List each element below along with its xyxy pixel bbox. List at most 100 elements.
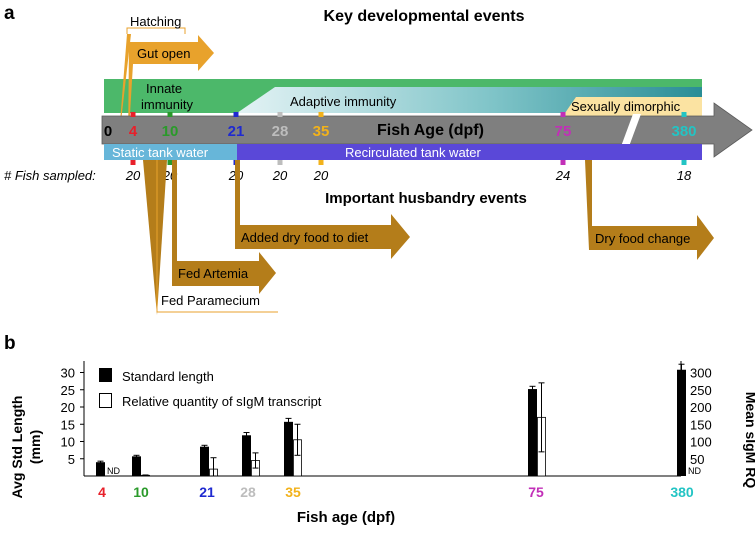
y-axis-left-label-line2: (mm) [27,430,43,464]
dry-food-label: Added dry food to diet [241,230,369,245]
sample-marker [318,160,324,165]
y-tick-label-left: 20 [61,400,75,415]
food-change-label: Dry food change [595,231,690,246]
age-marker-top [560,112,566,117]
age-label: 380 [671,123,696,140]
age-marker-top [167,112,173,117]
y-tick-label-right: 250 [690,383,712,398]
panel-a-label: a [4,3,15,24]
recirculated-water-label: Recirculated tank water [345,145,482,160]
static-water-label: Static tank water [112,145,209,160]
legend-label-length: Standard length [122,369,214,384]
y-axis-right-label: Mean sIgM RQ [743,392,755,489]
dimorphic-label: Sexually dimorphic [571,99,681,114]
bar-standard-length [284,421,293,476]
bar-standard-length [677,369,686,476]
bar-standard-length [96,462,105,476]
artemia-arrow [172,160,276,294]
artemia-label: Fed Artemia [178,266,249,281]
y-tick-label-left: 30 [61,366,75,381]
fish-count: 20 [272,168,288,183]
fish-sampled-label: # Fish sampled: [4,168,96,183]
age-labels: 0 4 10 21 28 35 75 380 [104,112,697,140]
x-tick-label: 4 [98,484,106,500]
innate-label-1: Innate [146,81,182,96]
dry-food-arrow [235,160,410,259]
x-tick-label: 35 [285,484,301,500]
hatching-bracket [126,27,186,34]
bar-standard-length [200,446,209,476]
y-tick-label-right: 50 [690,452,704,467]
fish-count: 24 [555,168,570,183]
bars: ND ND [96,363,701,477]
adaptive-label: Adaptive immunity [290,94,397,109]
age-marker-top [233,112,239,117]
x-tick-label: 10 [133,484,149,500]
sample-marker [130,160,136,165]
panel-b-label: b [4,333,16,354]
fish-counts: 20202020202418 [125,168,692,183]
age-label: 21 [228,123,245,140]
hatching-label: Hatching [130,14,181,29]
age-axis-label: Fish Age (dpf) [377,122,484,139]
y-tick-label-right: 200 [690,400,712,415]
panel-a: a Key developmental events Hatching Inna… [4,3,753,315]
sample-marker [277,160,283,165]
paramecium-wedge [143,160,167,315]
gut-open-label: Gut open [137,46,191,61]
legend: Standard length Relative quantity of sIg… [99,368,322,409]
innate-label-2: immunity [141,97,194,112]
age-label: 10 [162,123,179,140]
y-tick-label-left: 10 [61,435,75,450]
x-tick-labels: 4 10 21 28 35 75 380 [98,484,694,500]
paramecium-label: Fed Paramecium [161,293,260,308]
bar-standard-length [132,456,141,476]
ticks-left: 5 10 15 20 25 30 [61,366,84,467]
x-tick-label: 21 [199,484,215,500]
x-tick-label: 75 [528,484,544,500]
age-marker-top [681,112,687,117]
sample-marker [167,160,173,165]
age-label: 75 [555,123,572,140]
y-tick-label-left: 25 [61,383,75,398]
y-tick-label-right: 300 [690,366,712,381]
panel-a-title: Key developmental events [324,8,525,25]
age-label: 4 [129,123,138,140]
x-axis-label: Fish age (dpf) [297,509,395,526]
y-tick-label-right: 100 [690,435,712,450]
legend-swatch-sigm [99,393,112,408]
bar-standard-length [528,389,537,476]
fish-count: 20 [125,168,141,183]
paramecium-bracket [156,160,278,313]
sample-marker [681,160,687,165]
x-tick-label: 28 [240,484,256,500]
legend-label-sigm: Relative quantity of sIgM transcript [122,394,322,409]
age-label: 28 [272,123,289,140]
age-marker-top [130,112,136,117]
fish-count: 20 [313,168,329,183]
bar-standard-length [242,435,251,476]
age-marker-top [318,112,324,117]
sample-marker [560,160,566,165]
age-label: 0 [104,123,112,140]
husbandry-title: Important husbandry events [325,190,527,207]
y-axis-left-label-line1: Avg Std Length [9,396,25,499]
fish-count: 18 [677,168,692,183]
y-tick-label-left: 5 [68,452,75,467]
y-tick-label-left: 15 [61,417,75,432]
age-marker-top [277,112,283,117]
y-tick-label-right: 150 [690,417,712,432]
panel-b: b Avg Std Length (mm) Mean sIgM RQ 5 10 15… [4,333,755,526]
dimorphic-band [563,97,702,116]
food-change-arrow [585,160,714,260]
recirculated-water-band [237,144,702,160]
static-water-band [104,144,237,160]
gut-open-arrow [128,35,214,148]
x-tick-label: 380 [670,484,694,500]
nd-label: ND [107,466,120,476]
age-label: 35 [313,123,330,140]
legend-swatch-length [99,368,112,382]
sample-markers [130,160,687,165]
nd-label: ND [688,466,701,476]
